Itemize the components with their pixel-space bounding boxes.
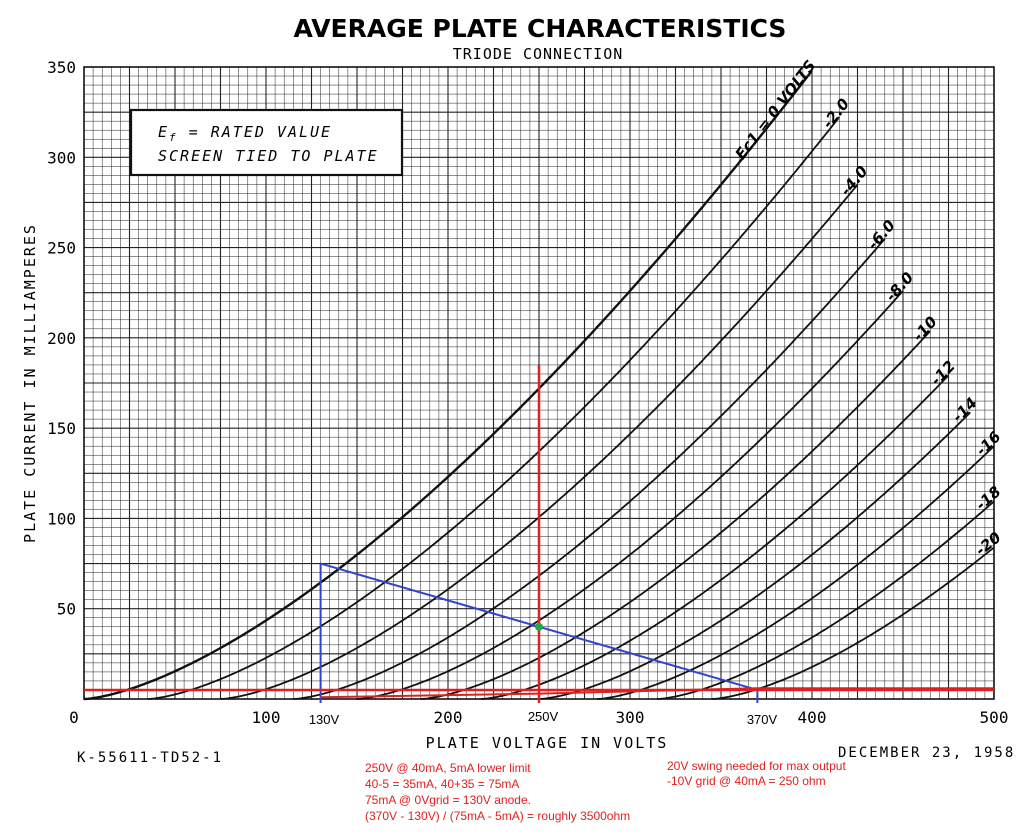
marker-370v: 370V: [747, 712, 778, 727]
marker-250v: 250V: [528, 709, 559, 724]
curve-20: [147, 116, 841, 700]
y-tick-label: 300: [47, 148, 76, 167]
conditions-line-1: Ef = RATED VALUE: [158, 123, 332, 144]
chart-title: AVERAGE PLATE CHARACTERISTICS: [294, 14, 787, 43]
marker-130v: 130V: [309, 712, 340, 727]
y-tick-label: 350: [47, 58, 76, 77]
note-right-1: 20V swing needed for max output: [667, 759, 846, 773]
drawing-number: K-55611-TD52-1: [77, 750, 223, 766]
curve-label: -16: [972, 428, 1004, 460]
x-axis-label: PLATE VOLTAGE IN VOLTS: [426, 734, 669, 752]
curve-12: [480, 374, 950, 700]
drawing-date: DECEMBER 23, 1958: [838, 745, 1015, 761]
y-tick-labels: 350 300 250 200 150 100 50: [47, 58, 76, 619]
notes-left: 250V @ 40mA, 5mA lower limit 40-5 = 35mA…: [365, 761, 630, 823]
conditions-box: Ef = RATED VALUE SCREEN TIED TO PLATE: [129, 108, 404, 177]
x-tick-label: 300: [616, 708, 645, 727]
x-tick-label: 500: [980, 708, 1009, 727]
curve-60: [293, 238, 886, 700]
curve-10: [420, 330, 931, 700]
curve-20: [711, 546, 995, 700]
note-right-2: -10V grid @ 40mA = 250 ohm: [667, 774, 826, 788]
load-line-overlay: [84, 364, 994, 703]
y-tick-label: 200: [47, 329, 76, 348]
x-tick-label: 200: [434, 708, 463, 727]
y-tick-label: 150: [47, 419, 76, 438]
x-tick-labels: 0 100 200 300 400 500: [69, 708, 1008, 727]
curve-18: [657, 500, 995, 700]
curve-label: -10: [909, 313, 941, 345]
x-tick-label: 100: [252, 708, 281, 727]
chart-subtitle: TRIODE CONNECTION: [453, 45, 624, 63]
note-left-3: 75mA @ 0Vgrid = 130V anode.: [365, 793, 531, 807]
curve-80: [356, 290, 904, 700]
y-tick-label: 50: [57, 600, 76, 619]
curve-label: -12: [927, 357, 959, 389]
notes-right: 20V swing needed for max output -10V gri…: [667, 759, 846, 788]
y-axis-label: PLATE CURRENT IN MILLIAMPERES: [21, 223, 39, 543]
curve-16: [597, 445, 995, 700]
conditions-line-2: SCREEN TIED TO PLATE: [158, 147, 379, 165]
curve-ec10volts: [83, 69, 813, 701]
curve-label: -2.0: [819, 95, 853, 132]
conditions-box-frame: [129, 108, 404, 177]
operating-point: [535, 622, 543, 631]
curve-14: [538, 411, 971, 700]
note-left-4: (370V - 130V) / (75mA - 5mA) = roughly 3…: [365, 809, 630, 823]
y-tick-label: 100: [47, 509, 76, 528]
cutoff-curve: [320, 687, 994, 699]
y-tick-label: 250: [47, 239, 76, 258]
note-left-1: 250V @ 40mA, 5mA lower limit: [365, 761, 531, 775]
x-tick-label: 400: [798, 708, 827, 727]
note-left-2: 40-5 = 35mA, 40+35 = 75mA: [365, 777, 519, 791]
x-tick-label: 0: [69, 708, 79, 727]
